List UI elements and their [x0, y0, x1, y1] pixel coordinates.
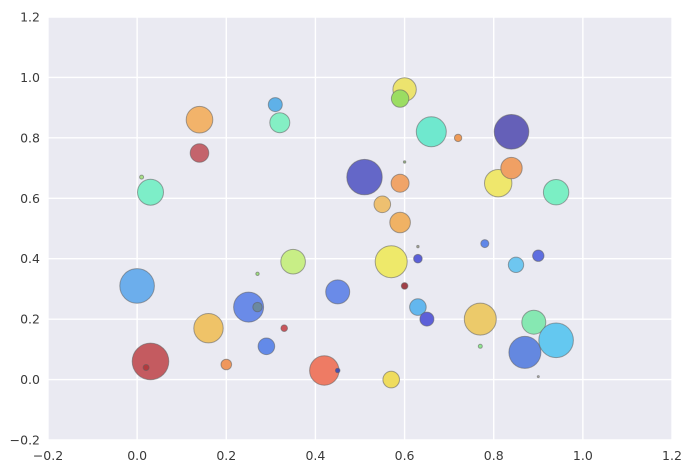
- bubbles-layer: [119, 77, 574, 389]
- x-tick-label: −0.2: [33, 448, 63, 463]
- bubble: [508, 335, 542, 369]
- bubble: [390, 173, 410, 193]
- bubble: [373, 195, 392, 214]
- bubble: [409, 298, 427, 316]
- bubble: [189, 143, 210, 163]
- bubble: [521, 309, 547, 335]
- bubble: [334, 367, 341, 374]
- bubble: [463, 302, 497, 336]
- bubble: [400, 282, 409, 290]
- y-tick-label: 0.0: [20, 372, 40, 387]
- bubble: [255, 271, 260, 276]
- bubble: [119, 268, 155, 304]
- x-tick-label: 0.0: [127, 448, 147, 463]
- y-axis: −0.2 0.0 0.2 0.4 0.6 0.8 1.0 1.2: [10, 10, 40, 448]
- bubble: [507, 256, 525, 273]
- bubble: [185, 105, 214, 134]
- y-tick-label: 0.6: [20, 191, 40, 206]
- bubble: [280, 324, 289, 333]
- x-tick-label: 0.4: [305, 448, 325, 463]
- bubble: [416, 244, 420, 249]
- bubble: [477, 343, 483, 349]
- x-tick-label: 0.6: [395, 448, 415, 463]
- bubble: [193, 313, 224, 344]
- x-axis: −0.2 0.0 0.2 0.4 0.6 0.8 1.0 1.2: [33, 448, 682, 463]
- bubble: [267, 97, 283, 113]
- bubble: [139, 174, 145, 180]
- bubble: [493, 114, 530, 150]
- bubble: [131, 342, 170, 381]
- bubble: [480, 239, 490, 249]
- x-tick-label: 1.2: [662, 448, 682, 463]
- bubble: [280, 248, 306, 275]
- bubble: [309, 355, 340, 386]
- bubble: [374, 245, 408, 279]
- bubble: [382, 370, 401, 389]
- bubble: [389, 211, 411, 234]
- x-tick-label: 0.8: [484, 448, 504, 463]
- y-tick-label: 0.2: [20, 312, 40, 327]
- bubble: [137, 178, 164, 206]
- bubble: [453, 133, 463, 143]
- bubble: [536, 375, 540, 379]
- y-tick-label: 0.8: [20, 130, 40, 145]
- bubble: [500, 156, 523, 180]
- bubble: [257, 337, 276, 356]
- bubble: [538, 322, 574, 359]
- y-tick-label: 0.4: [20, 251, 40, 266]
- bubble: [220, 358, 233, 371]
- bubble: [542, 179, 570, 206]
- bubble: [390, 89, 410, 108]
- bubble: [233, 291, 265, 323]
- x-tick-label: 0.2: [216, 448, 236, 463]
- gridlines: [47, 16, 673, 441]
- bubble: [252, 301, 263, 313]
- bubble: [346, 158, 383, 196]
- bubble: [325, 279, 351, 305]
- bubble: [402, 160, 407, 164]
- bubble: [269, 112, 291, 134]
- y-tick-label: 1.0: [20, 70, 40, 85]
- bubble: [142, 364, 150, 371]
- bubble: [413, 253, 423, 264]
- bubble: [419, 311, 435, 327]
- bubble: [532, 249, 545, 262]
- bubble: [415, 116, 447, 148]
- x-tick-label: 1.0: [573, 448, 593, 463]
- y-tick-label: −0.2: [10, 433, 40, 448]
- y-tick-label: 1.2: [20, 10, 40, 25]
